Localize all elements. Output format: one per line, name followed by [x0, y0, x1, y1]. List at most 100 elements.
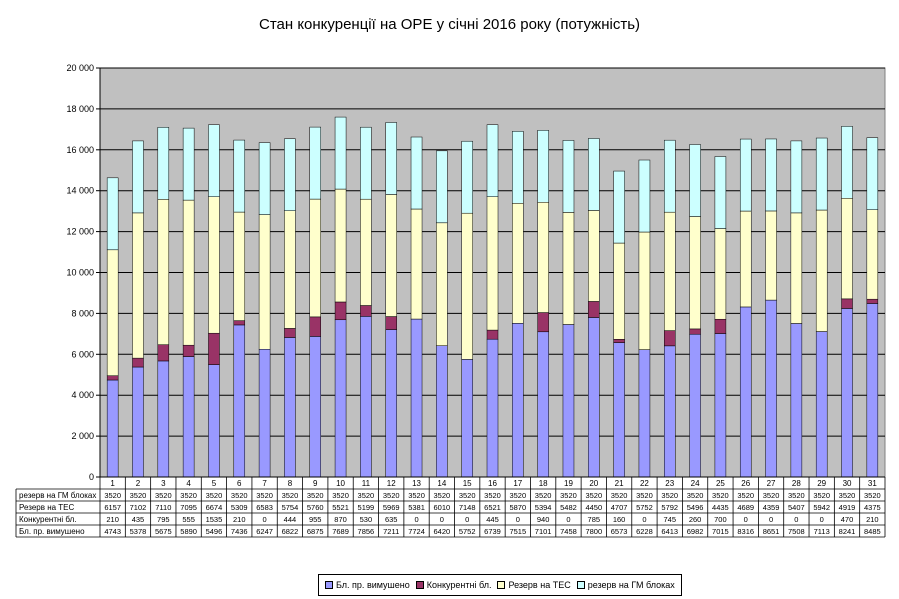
bar-segment: [309, 198, 321, 318]
x-tick-label: 20: [589, 479, 598, 488]
data-label: 4919: [839, 503, 856, 512]
data-label: 3520: [130, 491, 147, 500]
bar-segment: [410, 318, 423, 478]
data-label: 6583: [256, 503, 273, 512]
data-label: 0: [263, 515, 267, 524]
bar-segment: [106, 375, 119, 381]
data-label: 7102: [130, 503, 147, 512]
data-label: 3520: [180, 491, 197, 500]
data-label: 0: [414, 515, 418, 524]
data-label: 4743: [104, 527, 121, 536]
bar-segment: [588, 301, 600, 318]
bar-segment: [157, 199, 170, 345]
x-tick-label: 22: [640, 479, 649, 488]
data-label: 470: [841, 515, 854, 524]
data-label: 7436: [231, 527, 248, 536]
bar-segment: [157, 127, 170, 200]
bar-segment: [334, 188, 347, 303]
data-label: 5870: [509, 503, 526, 512]
data-label: 3520: [535, 491, 552, 500]
data-label: 6420: [434, 527, 451, 536]
bar-segment: [689, 328, 701, 335]
data-label: 7458: [560, 527, 577, 536]
bar-segment: [512, 203, 524, 324]
data-label: 700: [714, 515, 727, 524]
bar-segment: [182, 344, 195, 357]
bar-segment: [486, 329, 499, 340]
data-label: 745: [664, 515, 677, 524]
bar-segment: [208, 124, 220, 197]
bar-segment: [664, 345, 676, 478]
data-label: 555: [182, 515, 195, 524]
bar-segment: [638, 159, 651, 233]
y-tick-label: 20 000: [66, 63, 94, 73]
data-label: 6573: [611, 527, 628, 536]
data-label: 5890: [180, 527, 197, 536]
data-label: 530: [360, 515, 373, 524]
data-label: 3520: [282, 491, 299, 500]
data-label: 5381: [408, 503, 425, 512]
bar-segment: [739, 138, 752, 212]
bar-segment: [562, 212, 575, 325]
bar-segment: [106, 379, 119, 478]
table-row-label: Конкурентні бл.: [19, 515, 77, 524]
y-tick-label: 6 000: [71, 349, 94, 359]
bar-segment: [588, 138, 600, 211]
x-tick-label: 1: [110, 479, 115, 488]
data-label: 3520: [737, 491, 754, 500]
x-tick-label: 3: [161, 479, 166, 488]
bar-segment: [182, 356, 195, 478]
bar-segment: [258, 142, 271, 215]
legend-label: Конкурентні бл.: [426, 580, 492, 590]
data-label: 210: [106, 515, 119, 524]
bar-segment: [739, 306, 752, 478]
data-label: 5942: [813, 503, 830, 512]
y-tick-label: 14 000: [66, 186, 94, 196]
data-label: 435: [132, 515, 145, 524]
data-label: 955: [309, 515, 322, 524]
legend-item: Резерв на ТЕС: [497, 580, 571, 590]
bar-segment: [486, 124, 499, 197]
data-label: 4375: [864, 503, 881, 512]
bar-segment: [664, 139, 676, 213]
data-label: 6228: [636, 527, 653, 536]
data-label: 1535: [206, 515, 223, 524]
legend-swatch: [325, 581, 333, 589]
data-label: 5496: [687, 503, 704, 512]
bar-segment: [334, 319, 347, 478]
data-label: 3520: [358, 491, 375, 500]
data-label: 5482: [560, 503, 577, 512]
data-label: 7515: [509, 527, 526, 536]
data-label: 0: [642, 515, 646, 524]
y-tick-label: 2 000: [71, 431, 94, 441]
data-label: 3520: [687, 491, 704, 500]
bar-segment: [588, 317, 600, 478]
bar-segment: [182, 127, 195, 201]
x-tick-label: 6: [237, 479, 242, 488]
data-label: 6822: [282, 527, 299, 536]
data-label: 3520: [434, 491, 451, 500]
data-label: 3520: [788, 491, 805, 500]
bar-segment: [714, 333, 727, 478]
data-label: 5792: [661, 503, 678, 512]
data-label: 8485: [864, 527, 881, 536]
bar-segment: [613, 339, 625, 343]
data-label: 5496: [206, 527, 223, 536]
chart-title: Стан конкуренції на ОРЕ у січні 2016 рок…: [259, 16, 640, 33]
bar-segment: [132, 366, 144, 478]
data-label: 7211: [383, 527, 399, 536]
bar-segment: [866, 298, 879, 304]
data-label: 6413: [661, 527, 678, 536]
bar-segment: [790, 323, 803, 478]
data-label: 210: [866, 515, 879, 524]
bar-segment: [410, 136, 423, 210]
bar-segment: [360, 316, 372, 478]
bar-segment: [739, 210, 752, 308]
y-tick-label: 18 000: [66, 104, 94, 114]
data-label: 3520: [712, 491, 729, 500]
bar-segment: [537, 130, 549, 203]
bar-segment: [157, 344, 170, 362]
bar-segment: [284, 328, 296, 338]
bar-segment: [512, 131, 524, 204]
data-label: 0: [820, 515, 824, 524]
